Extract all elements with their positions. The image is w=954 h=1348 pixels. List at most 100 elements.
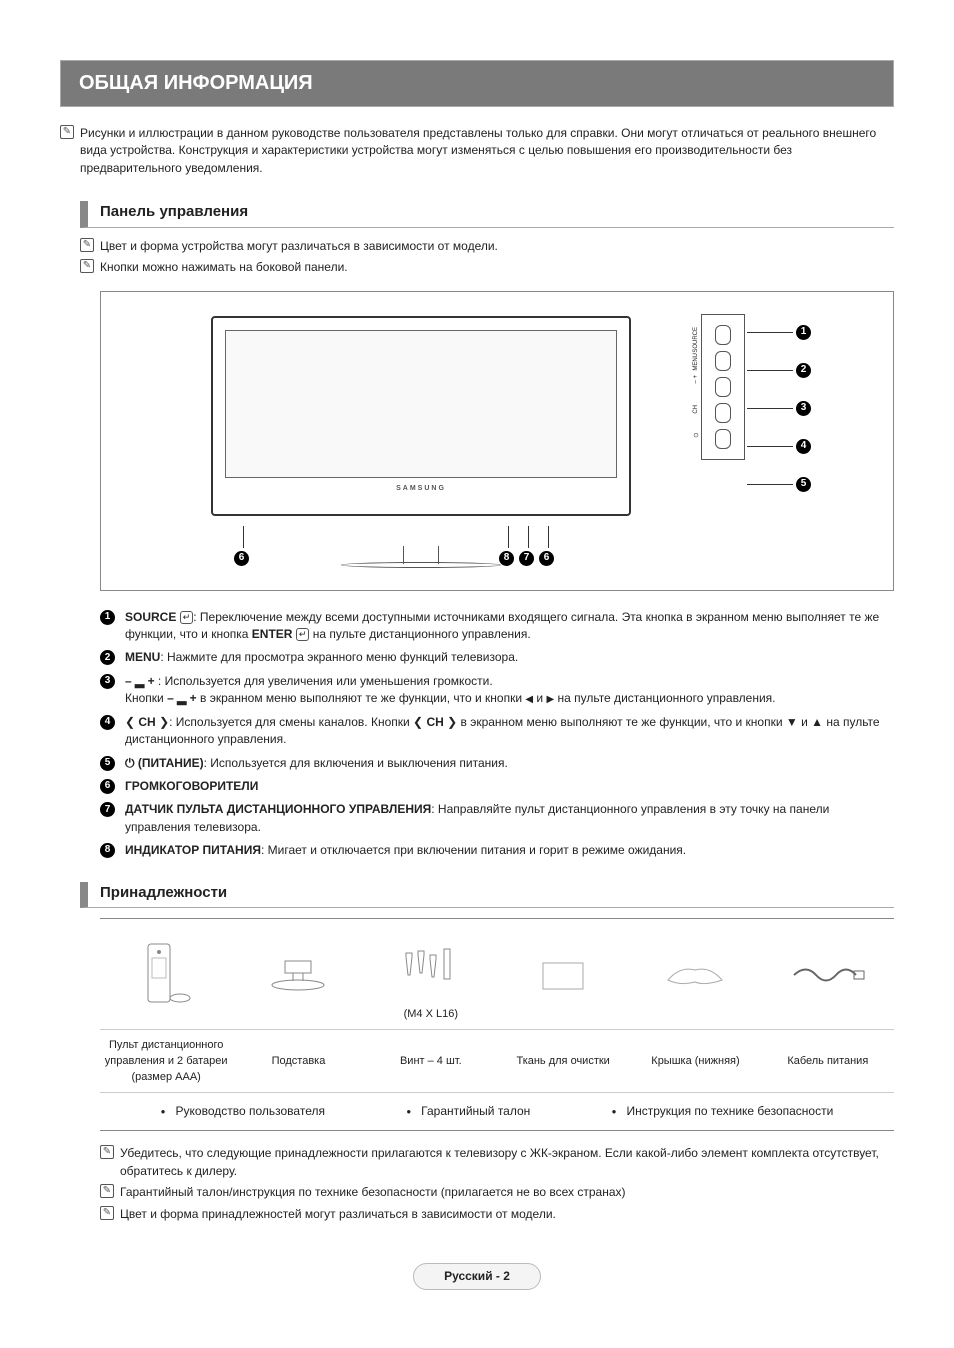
accessories-docs-row: Руководство пользователя Гарантийный тал…: [100, 1092, 894, 1130]
note-row: ✎ Кнопки можно нажимать на боковой панел…: [80, 259, 894, 276]
note-icon: ✎: [100, 1206, 114, 1220]
note-text: Цвет и форма устройства могут различатьс…: [100, 238, 498, 255]
acc-doc: Руководство пользователя: [161, 1103, 325, 1120]
legend-num: 5: [100, 756, 115, 771]
tv-screen: [225, 330, 617, 478]
acc-cell: [497, 919, 629, 1029]
callout-6b: 6: [539, 551, 554, 566]
legend-row: 8 ИНДИКАТОР ПИТАНИЯ: Мигает и отключаетс…: [100, 842, 894, 859]
callout-8: 8: [499, 551, 514, 566]
legend-num: 7: [100, 802, 115, 817]
acc-label: Ткань для очистки: [497, 1030, 629, 1092]
acc-label: Пульт дистанционного управления и 2 бата…: [100, 1030, 232, 1092]
acc-cell: (M4 X L16): [365, 919, 497, 1029]
intro-note: ✎ Рисунки и иллюстрации в данном руковод…: [60, 125, 894, 177]
page-number: Русский - 2: [413, 1263, 541, 1290]
side-btn: [715, 325, 731, 345]
note-text: Убедитесь, что следующие принадлежности …: [120, 1145, 894, 1180]
legend-num: 3: [100, 674, 115, 689]
side-label-source: SOURCE: [692, 327, 701, 353]
tv-diagram: SAMSUNG 6 8 7 6 SOURCE MENU – + CH ⏻ 1 2…: [100, 291, 894, 591]
acc-label: Кабель питания: [762, 1030, 894, 1092]
accessories-notes: ✎ Убедитесь, что следующие принадлежност…: [100, 1145, 894, 1223]
acc-cell: [629, 919, 761, 1029]
tv-frame: SAMSUNG: [211, 316, 631, 516]
legend-row: 1 SOURCE ↵: Переключение между всеми дос…: [100, 609, 894, 644]
note-text: Цвет и форма принадлежностей могут разли…: [120, 1206, 556, 1223]
legend-text: ИНДИКАТОР ПИТАНИЯ: Мигает и отключается …: [125, 842, 894, 859]
page-title-bar: ОБЩАЯ ИНФОРМАЦИЯ: [60, 60, 894, 107]
side-btn: [715, 377, 731, 397]
tv-brand-label: SAMSUNG: [396, 484, 446, 494]
cloth-icon: [501, 927, 625, 1023]
note-icon: ✎: [60, 125, 74, 139]
side-label-menu: MENU: [692, 353, 701, 371]
legend-row: 6 ГРОМКОГОВОРИТЕЛИ: [100, 778, 894, 795]
side-label-vol: – +: [692, 375, 701, 384]
legend-row: 5 ⏻ (ПИТАНИЕ): Используется для включени…: [100, 755, 894, 772]
legend-text: MENU: Нажмите для просмотра экранного ме…: [125, 649, 894, 666]
legend-text: ❮ CH ❯: Используется для смены каналов. …: [125, 714, 894, 749]
acc-doc: Гарантийный талон: [406, 1103, 530, 1120]
legend-text: – ▂ + : Используется для увеличения или …: [125, 673, 894, 708]
power-cable-icon: [766, 927, 890, 1023]
callout-3: 3: [796, 401, 811, 416]
legend-num: 1: [100, 610, 115, 625]
note-text: Гарантийный талон/инструкция по технике …: [120, 1184, 626, 1201]
acc-doc: Инструкция по технике безопасности: [612, 1103, 834, 1120]
acc-cell: [762, 919, 894, 1029]
callout-5: 5: [796, 477, 811, 492]
acc-label: Подставка: [232, 1030, 364, 1092]
section-heading-control-panel: Панель управления: [80, 201, 894, 228]
callout-1: 1: [796, 325, 811, 340]
tv-stand-base: [341, 562, 501, 568]
callout-7: 7: [519, 551, 534, 566]
acc-label: Винт – 4 шт.: [365, 1030, 497, 1092]
legend-text: SOURCE ↵: Переключение между всеми досту…: [125, 609, 894, 644]
note-icon: ✎: [100, 1145, 114, 1159]
cover-icon: [633, 927, 757, 1023]
stand-icon: [236, 927, 360, 1023]
remote-icon: [104, 927, 228, 1023]
legend-row: 2 MENU: Нажмите для просмотра экранного …: [100, 649, 894, 666]
page-footer: Русский - 2: [60, 1263, 894, 1290]
legend-list: 1 SOURCE ↵: Переключение между всеми дос…: [100, 609, 894, 860]
legend-num: 6: [100, 779, 115, 794]
tv-body: SAMSUNG 6 8 7 6: [211, 316, 631, 546]
callout-4: 4: [796, 439, 811, 454]
acc-sub: (M4 X L16): [404, 1007, 458, 1023]
enter-icon: ↵: [180, 611, 194, 624]
legend-num: 8: [100, 843, 115, 858]
callout-2: 2: [796, 363, 811, 378]
intro-note-text: Рисунки и иллюстрации в данном руководст…: [80, 125, 894, 177]
screws-icon: [369, 927, 493, 1007]
acc-cell: [100, 919, 232, 1029]
note-row: ✎ Цвет и форма принадлежностей могут раз…: [100, 1206, 894, 1223]
note-icon: ✎: [80, 259, 94, 273]
side-btn: [715, 351, 731, 371]
side-button-panel: SOURCE MENU – + CH ⏻: [701, 314, 745, 460]
note-row: ✎ Гарантийный талон/инструкция по техник…: [100, 1184, 894, 1201]
side-label-ch: CH: [692, 405, 701, 414]
legend-text: ⏻ (ПИТАНИЕ): Используется для включения …: [125, 755, 894, 772]
enter-icon: ↵: [296, 628, 310, 641]
legend-row: 4 ❮ CH ❯: Используется для смены каналов…: [100, 714, 894, 749]
page-title: ОБЩАЯ ИНФОРМАЦИЯ: [79, 72, 313, 94]
section-heading-accessories: Принадлежности: [80, 882, 894, 909]
note-icon: ✎: [100, 1184, 114, 1198]
accessories-labels-row: Пульт дистанционного управления и 2 бата…: [100, 1029, 894, 1092]
callout-6: 6: [234, 551, 249, 566]
legend-num: 2: [100, 650, 115, 665]
note-row: ✎ Убедитесь, что следующие принадлежност…: [100, 1145, 894, 1180]
legend-num: 4: [100, 715, 115, 730]
side-btn: [715, 403, 731, 423]
legend-text: ДАТЧИК ПУЛЬТА ДИСТАНЦИОННОГО УПРАВЛЕНИЯ:…: [125, 801, 894, 836]
note-row: ✎ Цвет и форма устройства могут различат…: [80, 238, 894, 255]
accessories-table: (M4 X L16) Пульт дистанционного управлен…: [100, 918, 894, 1131]
legend-text: ГРОМКОГОВОРИТЕЛИ: [125, 778, 894, 795]
acc-cell: [232, 919, 364, 1029]
accessories-images-row: (M4 X L16): [100, 919, 894, 1029]
side-btn: [715, 429, 731, 449]
note-icon: ✎: [80, 238, 94, 252]
legend-row: 7 ДАТЧИК ПУЛЬТА ДИСТАНЦИОННОГО УПРАВЛЕНИ…: [100, 801, 894, 836]
